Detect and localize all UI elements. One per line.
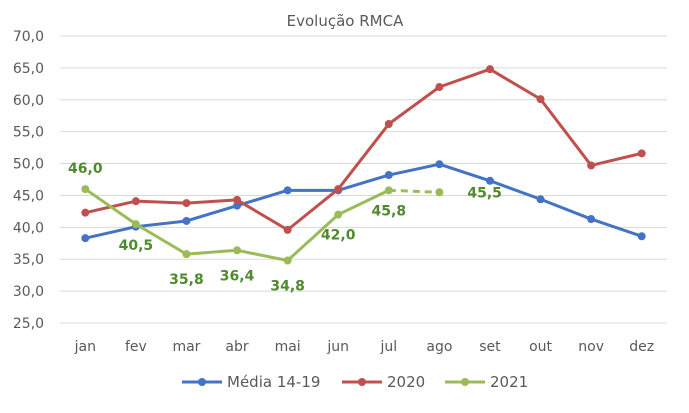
y-tick-label: 60,0: [13, 93, 44, 109]
data-point: [233, 246, 242, 255]
data-point: [587, 161, 596, 170]
data-label: 36,4: [220, 268, 255, 284]
y-tick-label: 25,0: [13, 316, 44, 332]
data-point: [334, 185, 343, 194]
x-tick-label: ago: [426, 339, 452, 355]
data-point: [233, 201, 242, 210]
data-point: [334, 210, 343, 219]
data-point: [485, 176, 494, 185]
data-label: 42,0: [321, 228, 356, 244]
series-line-2020: [84, 67, 643, 232]
data-point: [131, 220, 140, 229]
x-tick-label: nov: [578, 339, 604, 355]
data-point: [384, 171, 393, 180]
x-tick-label: mar: [172, 339, 200, 355]
series-dashed-segment: [388, 188, 440, 194]
data-point: [233, 195, 242, 204]
data-point: [637, 149, 646, 158]
series-line-Média 14-19: [84, 162, 643, 240]
data-label: 45,5: [467, 185, 502, 201]
x-tick-label: jun: [326, 339, 349, 355]
legend-label: Média 14-19: [227, 373, 320, 391]
data-point: [81, 234, 90, 243]
data-point: [81, 208, 90, 217]
data-point: [283, 256, 292, 265]
x-tick-label: fev: [125, 339, 147, 355]
y-tick-label: 65,0: [13, 61, 44, 77]
data-point: [435, 188, 444, 197]
x-tick-label: mai: [275, 339, 301, 355]
data-point: [536, 195, 545, 204]
legend-label: 2020: [387, 373, 425, 391]
data-point: [81, 185, 90, 194]
x-tick-label: jul: [379, 339, 397, 355]
x-tick-label: out: [529, 339, 552, 355]
y-tick-label: 35,0: [13, 252, 44, 268]
y-tick-label: 30,0: [13, 284, 44, 300]
data-point: [182, 250, 191, 259]
legend-marker: [198, 378, 206, 386]
data-label: 46,0: [68, 161, 103, 177]
y-tick-label: 50,0: [13, 157, 44, 173]
legend-marker: [461, 378, 469, 386]
data-point: [131, 197, 140, 206]
chart-title: Evolução RMCA: [287, 12, 404, 30]
legend-marker: [358, 378, 366, 386]
data-point: [536, 95, 545, 104]
x-tick-label: jan: [74, 339, 96, 355]
data-point: [384, 186, 393, 195]
data-point: [485, 65, 494, 74]
data-point: [435, 83, 444, 92]
y-tick-label: 55,0: [13, 125, 44, 141]
x-tick-label: set: [479, 339, 501, 355]
data-point: [384, 120, 393, 129]
data-point: [587, 215, 596, 224]
data-point: [182, 199, 191, 208]
data-point: [182, 216, 191, 225]
data-label: 45,8: [372, 203, 407, 219]
data-point: [435, 160, 444, 169]
data-label: 35,8: [169, 272, 204, 288]
data-label: 34,8: [270, 278, 305, 294]
y-tick-label: 45,0: [13, 188, 44, 204]
y-tick-label: 40,0: [13, 220, 44, 236]
x-tick-label: dez: [629, 339, 654, 355]
legend-label: 2021: [490, 373, 528, 391]
data-point: [283, 225, 292, 234]
data-label: 40,5: [119, 238, 154, 254]
y-tick-label: 70,0: [13, 29, 44, 45]
data-point: [283, 186, 292, 195]
x-tick-label: abr: [225, 339, 248, 355]
data-point: [637, 232, 646, 241]
